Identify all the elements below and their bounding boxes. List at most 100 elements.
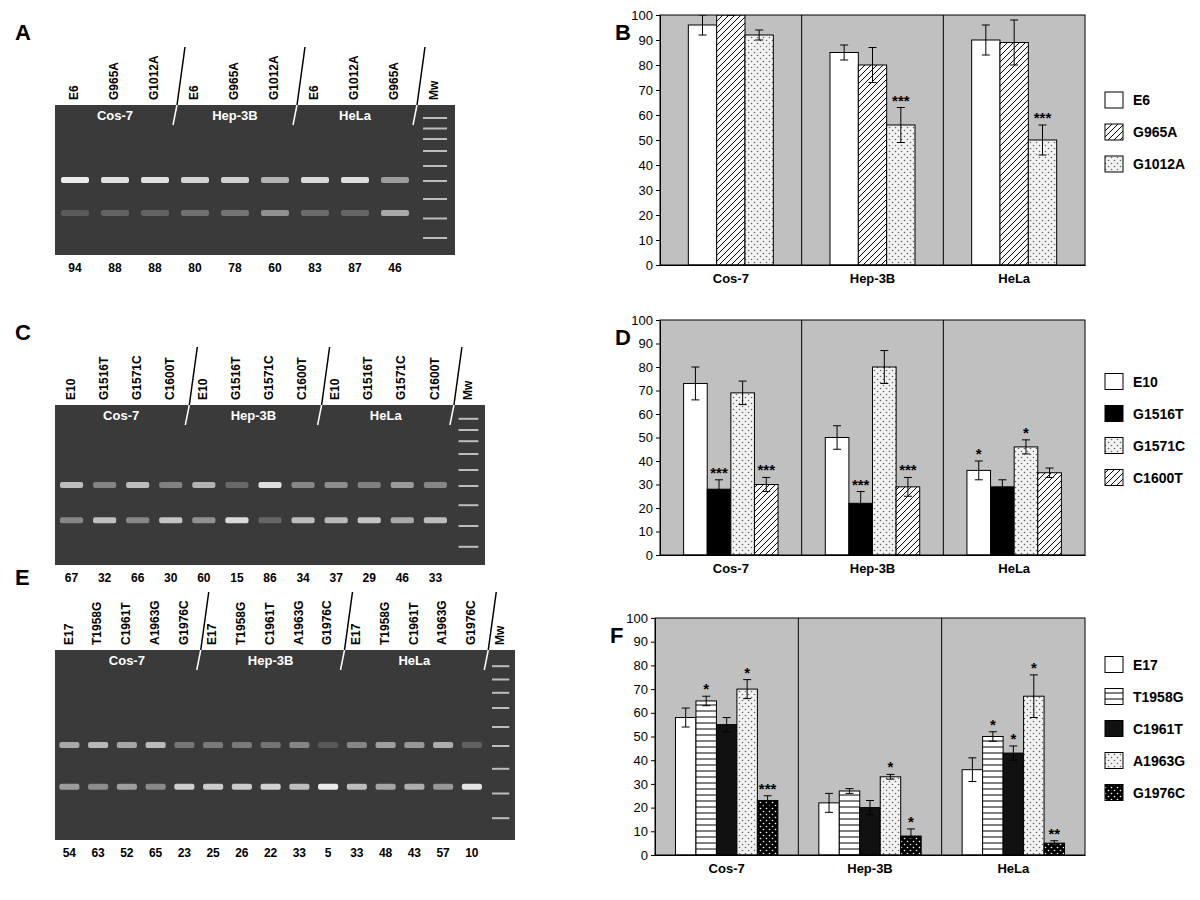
category-label: Cos-7	[713, 561, 749, 576]
tick-mark	[656, 165, 660, 166]
gel-band-lower	[60, 517, 83, 523]
gel-image	[55, 105, 455, 255]
tick-mark	[651, 689, 655, 690]
error-bar	[907, 477, 908, 496]
y-tick: 70	[639, 83, 660, 98]
ladder-band	[492, 679, 509, 681]
error-cap	[869, 47, 877, 48]
gel-band-upper	[381, 177, 409, 183]
y-tick: 80	[639, 58, 660, 73]
legend-swatch	[1105, 156, 1123, 172]
gel-band-lower	[347, 784, 367, 790]
tick-mark	[656, 391, 660, 392]
significance: ***	[757, 461, 775, 478]
y-tick: 50	[639, 430, 660, 445]
bar	[991, 487, 1015, 555]
tick-mark	[656, 265, 660, 266]
plot-background	[655, 618, 1085, 855]
ladder-band	[492, 692, 509, 694]
cell-line-label: Cos-7	[97, 108, 133, 123]
y-tick: 20	[639, 501, 660, 516]
bar	[839, 791, 859, 855]
lane-label: C1961T	[263, 602, 277, 645]
plot-frame	[660, 15, 1085, 265]
gel-band-lower	[141, 210, 169, 216]
gel-band-upper	[318, 742, 338, 748]
tick-label: 20	[639, 501, 653, 516]
bar	[972, 40, 1000, 265]
y-tick: 60	[639, 407, 660, 422]
lane-label: C1961T	[407, 602, 421, 645]
error-cap	[833, 449, 841, 450]
bar	[1028, 140, 1056, 265]
tick-label: 50	[639, 133, 653, 148]
tick-label: 60	[639, 108, 653, 123]
gel-band-upper	[261, 742, 281, 748]
bar	[1000, 43, 1028, 266]
lane-label: E17	[62, 623, 76, 645]
legend-swatch	[1105, 124, 1123, 140]
significance: *	[1010, 730, 1016, 747]
gel-image	[55, 650, 515, 840]
lane-label: E17	[349, 623, 363, 645]
x-axis: Cos-7Hep-3BHeLa	[661, 555, 1086, 576]
lane-label: T1958G	[90, 602, 104, 645]
group-separator	[417, 47, 425, 105]
tick-label: 10	[639, 524, 653, 539]
error-bar	[884, 351, 885, 384]
gel-band-lower	[462, 784, 482, 790]
category-label: HeLa	[998, 561, 1031, 576]
category-label: Hep-3B	[850, 271, 896, 286]
bar	[887, 125, 915, 265]
legend-label: E10	[1133, 374, 1158, 390]
panel-label: D	[615, 325, 631, 350]
category-separator	[801, 320, 802, 555]
x-tick: Cos-7	[709, 855, 745, 876]
error-cap	[886, 779, 894, 780]
bars	[688, 15, 1056, 265]
gel-band-lower	[117, 784, 137, 790]
lane-label: G1976C	[177, 600, 191, 645]
inclusion-value: 65	[149, 846, 163, 860]
gel-band-lower	[325, 517, 348, 523]
gel-band-upper	[292, 482, 315, 488]
error-cap	[723, 717, 731, 718]
bar	[696, 701, 716, 855]
error-cap	[968, 781, 976, 782]
ladder-band	[423, 180, 447, 182]
error-cap	[1030, 717, 1038, 718]
error-bar	[992, 732, 993, 741]
legend-swatch	[1105, 406, 1123, 422]
y-tick: 90	[639, 336, 660, 351]
significance: ***	[899, 461, 917, 478]
bar	[684, 383, 708, 555]
inclusion-value: 5	[325, 846, 332, 860]
group-separator	[293, 105, 297, 125]
group-separator	[177, 47, 185, 105]
inclusion-value: 29	[363, 571, 377, 585]
category-separator	[943, 15, 944, 265]
ladder-band	[423, 150, 447, 152]
error-cap	[699, 35, 707, 36]
error-bar	[870, 800, 871, 814]
ladder-band	[423, 237, 447, 239]
chart: F************0102030405060708090100Cos-7…	[610, 611, 1185, 877]
inclusion-value: 37	[329, 571, 343, 585]
tick-mark	[656, 320, 660, 321]
significance: **	[1048, 825, 1060, 842]
lane-label: G965A	[387, 62, 401, 100]
tick-mark	[656, 344, 660, 345]
tick-label: 20	[639, 208, 653, 223]
lane-label: G965A	[227, 62, 241, 100]
error-cap	[982, 55, 990, 56]
tick-mark	[656, 532, 660, 533]
gel-band-lower	[341, 210, 369, 216]
tick-label: 100	[631, 8, 653, 23]
tick-label: 60	[634, 705, 648, 720]
error-cap	[1039, 155, 1047, 156]
ladder-band	[423, 165, 447, 167]
group-separator	[173, 105, 177, 125]
error-cap	[682, 727, 690, 728]
error-cap	[702, 705, 710, 706]
y-tick: 90	[634, 634, 655, 649]
